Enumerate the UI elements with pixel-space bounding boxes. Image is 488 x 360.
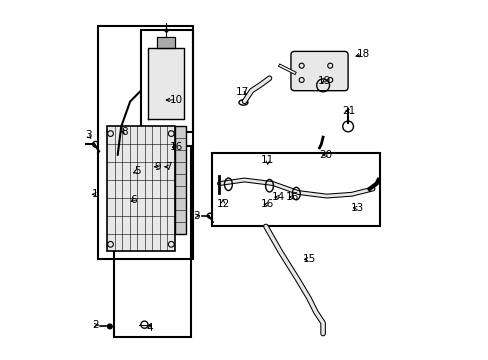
Text: 12: 12	[216, 199, 229, 209]
Circle shape	[107, 324, 112, 329]
Text: 6: 6	[130, 195, 137, 204]
Text: 3: 3	[84, 130, 91, 140]
Text: 5: 5	[134, 166, 141, 176]
Text: 18: 18	[356, 49, 369, 59]
Text: 1: 1	[92, 189, 98, 199]
Text: 19: 19	[318, 76, 331, 86]
Text: 11: 11	[261, 155, 274, 165]
Text: 15: 15	[302, 254, 316, 264]
FancyBboxPatch shape	[107, 126, 175, 251]
Text: 16: 16	[285, 192, 299, 202]
Text: 2: 2	[92, 320, 98, 330]
Circle shape	[319, 82, 326, 89]
Text: 3: 3	[193, 211, 199, 221]
Polygon shape	[148, 48, 183, 119]
Text: 8: 8	[122, 127, 128, 137]
Text: 4: 4	[146, 323, 153, 333]
Text: 9: 9	[154, 162, 161, 172]
Text: 17: 17	[236, 87, 249, 98]
Text: 14: 14	[271, 192, 285, 202]
Text: 7: 7	[165, 162, 171, 172]
FancyBboxPatch shape	[175, 126, 185, 234]
Text: 16: 16	[170, 142, 183, 152]
Text: 13: 13	[350, 203, 363, 213]
Polygon shape	[157, 37, 175, 48]
Text: 16: 16	[261, 199, 274, 209]
Text: 21: 21	[342, 106, 355, 116]
FancyBboxPatch shape	[290, 51, 347, 91]
Text: 10: 10	[170, 95, 183, 105]
Text: 20: 20	[319, 150, 332, 160]
